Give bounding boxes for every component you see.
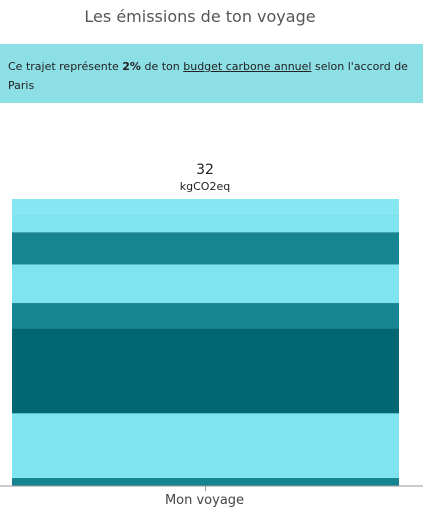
page-title: Les émissions de ton voyage [84,7,316,26]
chart: 32 kgCO2eq Mon voyage [0,162,423,508]
bar-segment [12,328,399,414]
bar-segment [12,213,399,233]
bar-segment [12,232,399,265]
banner-percent: 2% [122,60,141,73]
total-unit: kgCO2eq [180,180,230,193]
info-banner: Ce trajet représente 2% de ton budget ca… [0,44,423,103]
x-tick-label: Mon voyage [165,493,244,508]
bar-segment [12,264,399,304]
bar-segment [12,199,399,214]
banner-text: selon l'accord de Paris [8,60,408,92]
banner-text: de ton [140,60,184,73]
total-label: 32 [196,162,214,178]
bar-segment [12,303,399,329]
banner-text: Ce trajet représente [8,60,123,73]
bar-segment [12,477,399,486]
budget-link[interactable]: budget carbone annuel [183,60,312,73]
bar-segment [12,413,399,478]
